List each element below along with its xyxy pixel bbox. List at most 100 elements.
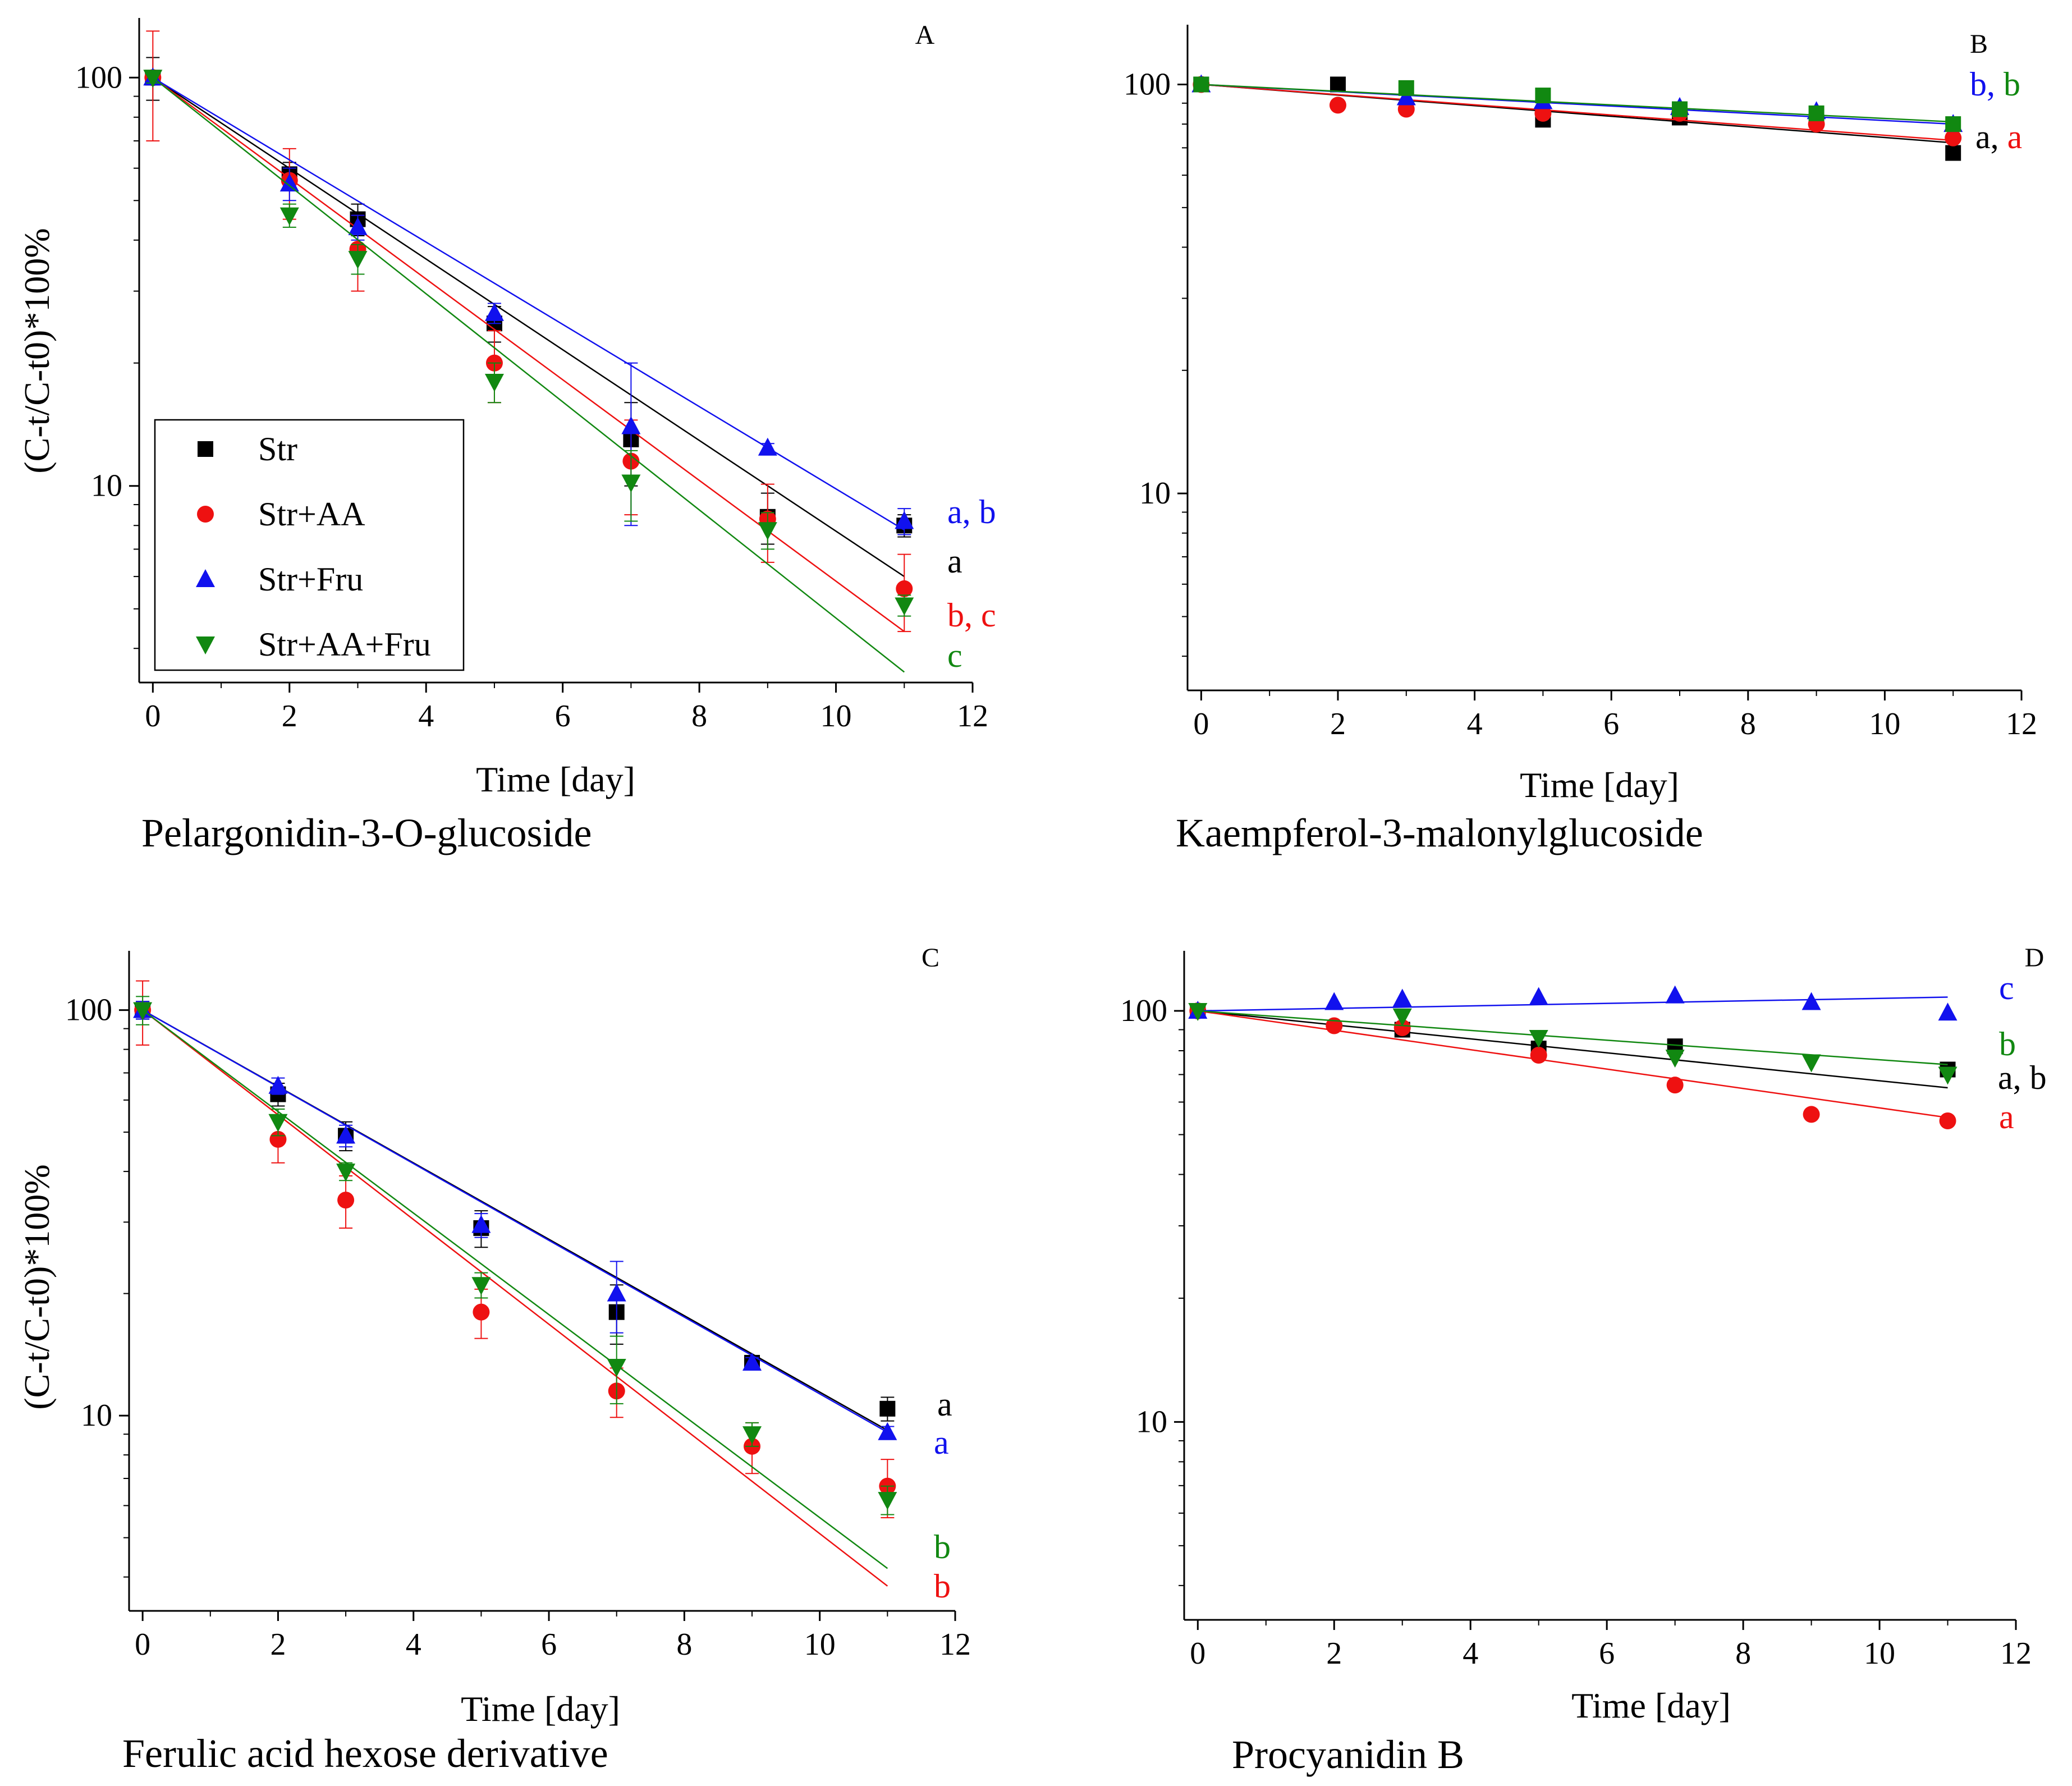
- series-str-aa-fru: [1188, 1003, 1958, 1085]
- data-point: [1193, 76, 1209, 93]
- data-point: [878, 1492, 897, 1510]
- y-tick-label: 100: [75, 60, 122, 95]
- data-point: [1393, 1019, 1411, 1037]
- data-point: [1392, 1008, 1412, 1027]
- panel-letter: A: [915, 20, 935, 50]
- fit-line: [1198, 1010, 1948, 1119]
- data-point: [348, 251, 368, 269]
- series-str-fru: [133, 1000, 897, 1440]
- x-tick-label: 6: [1603, 707, 1619, 741]
- data-point: [336, 1164, 356, 1182]
- series-str-aa-fru: [1193, 76, 1961, 132]
- data-point: [1398, 80, 1414, 96]
- x-tick-label: 2: [282, 699, 297, 734]
- data-point: [1803, 1106, 1820, 1123]
- legend-label: Str+Fru: [258, 561, 363, 598]
- data-point: [279, 207, 299, 226]
- x-axis-label: Time [day]: [1520, 765, 1679, 805]
- series-str-aa-fru: [133, 996, 897, 1569]
- y-tick-label: 10: [1136, 1404, 1167, 1439]
- data-point: [1665, 985, 1685, 1004]
- x-tick-label: 2: [270, 1627, 286, 1662]
- data-point: [133, 1002, 153, 1020]
- significance-label-part: b: [2004, 66, 2020, 103]
- x-tick-label: 4: [1463, 1636, 1478, 1671]
- chart-panel-d: 0 2 4 6 8 10 12 10 100 Time [day] Procyanidin B Dcb…: [1120, 943, 2047, 1777]
- fit-line: [1201, 84, 1954, 141]
- series-str-aa: [134, 980, 896, 1587]
- legend: Str Str+AA Str+Fru Str+AA+Fru: [154, 419, 465, 671]
- chart-panel-c: 0 2 4 6 8 10 12 10 100 Time [day] (C-t/C-t0)*100% F…: [17, 943, 971, 1776]
- fit-line: [1201, 84, 1954, 123]
- data-point: [143, 70, 163, 88]
- y-axis-label: (C-t/C-t0)*100%: [17, 1164, 57, 1409]
- data-point: [1188, 1003, 1208, 1022]
- data-point: [1801, 992, 1821, 1010]
- series-str-aa-fru: [143, 70, 914, 673]
- data-point: [279, 173, 299, 192]
- data-point: [484, 303, 504, 321]
- data-point: [1330, 76, 1346, 93]
- fit-line: [152, 77, 905, 633]
- data-point: [1324, 992, 1344, 1010]
- chart-panel-a: 0 2 4 6 8 10 12 10 100 Time [day] (C-t/C-t0)*100% P…: [17, 18, 996, 855]
- legend-label: Str: [258, 431, 297, 468]
- x-tick-label: 0: [145, 699, 161, 734]
- legend-marker: [196, 636, 215, 654]
- data-point: [1529, 1029, 1548, 1048]
- fit-line: [152, 77, 905, 578]
- x-tick-label: 10: [804, 1627, 836, 1662]
- data-point: [742, 1426, 762, 1445]
- significance-label: a, b: [947, 493, 996, 530]
- x-tick-label: 0: [135, 1627, 150, 1662]
- x-tick-label: 0: [1193, 707, 1209, 741]
- fit-line: [1198, 1010, 1948, 1089]
- fit-line: [142, 1009, 888, 1569]
- data-point: [621, 474, 641, 493]
- fit-line: [1198, 996, 1948, 1012]
- legend-marker: [196, 569, 215, 587]
- x-tick-label: 4: [418, 699, 434, 734]
- data-point: [268, 1114, 288, 1132]
- data-point: [896, 580, 913, 597]
- panel-letter: C: [922, 943, 939, 973]
- data-point: [758, 522, 777, 541]
- x-tick-label: 6: [1599, 1636, 1615, 1671]
- y-tick-label: 100: [1120, 993, 1167, 1028]
- panel-title: Procyanidin B: [1232, 1732, 1464, 1777]
- y-tick-label: 100: [65, 993, 112, 1028]
- significance-label: b: [1999, 1025, 2016, 1063]
- data-point: [348, 217, 368, 235]
- x-tick-label: 4: [406, 1627, 421, 1662]
- y-tick-label: 10: [81, 1398, 112, 1433]
- chart-panel-b: 0 2 4 6 8 10 12 10 100 Time [day] Kaempferol-3-mal…: [1124, 25, 2037, 855]
- significance-label-part: b,: [1970, 66, 2004, 103]
- fit-line: [1198, 1010, 1948, 1066]
- x-tick-label: 12: [2000, 1636, 2032, 1671]
- significance-label: a: [934, 1424, 949, 1461]
- x-axis-label: Time [day]: [461, 1689, 620, 1729]
- panel-letter: B: [1970, 29, 1988, 59]
- significance-label-part: a,: [1975, 118, 2007, 155]
- y-tick-label: 10: [91, 469, 122, 503]
- data-point: [878, 1422, 897, 1440]
- legend-marker: [197, 506, 214, 523]
- x-tick-label: 2: [1330, 707, 1346, 741]
- data-point: [895, 597, 914, 616]
- data-point: [337, 1192, 355, 1209]
- legend-box: [154, 419, 465, 671]
- significance-label-part: a: [2007, 118, 2023, 155]
- y-tick-label: 10: [1139, 476, 1171, 511]
- data-point: [607, 1283, 626, 1302]
- fit-line: [152, 77, 905, 531]
- data-point: [1945, 145, 1961, 161]
- significance-label: a: [1999, 1098, 2014, 1135]
- data-point: [1945, 129, 1962, 146]
- panel-title: Ferulic acid hexose derivative: [122, 1731, 608, 1776]
- data-point: [336, 1125, 356, 1144]
- series-str: [1190, 1003, 1956, 1089]
- data-point: [1808, 105, 1825, 121]
- significance-label: c: [1999, 969, 2014, 1006]
- x-tick-label: 8: [676, 1627, 692, 1662]
- significance-label: b: [934, 1568, 951, 1605]
